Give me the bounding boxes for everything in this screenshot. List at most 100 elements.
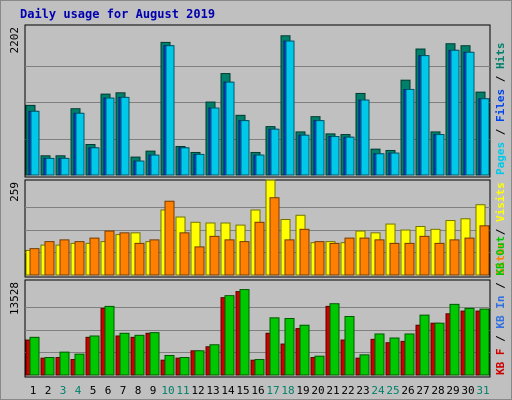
x-tick-label: 26 (401, 384, 414, 397)
bar-sites (284, 239, 295, 276)
bar-sites (419, 235, 430, 276)
bar-kb-out (344, 315, 355, 376)
bar-pages (375, 153, 385, 176)
bar-sites (359, 237, 370, 276)
x-tick-label: 9 (150, 384, 157, 397)
bar-pages (450, 49, 460, 176)
bar-pages (360, 99, 370, 176)
x-tick-label: 19 (296, 384, 309, 397)
legend-separator: / (494, 222, 507, 242)
bar-sites (404, 242, 415, 276)
legend-entry: Hits (494, 43, 507, 70)
bar-kb-out (254, 359, 265, 376)
bar-pages (315, 120, 325, 176)
bar-kb-out (389, 337, 400, 376)
x-tick-label: 5 (90, 384, 97, 397)
bar-sites (374, 239, 385, 276)
bar-pages (405, 88, 415, 176)
bar-kb-out (224, 295, 235, 376)
bar-pages (420, 55, 430, 176)
bar-kb-out (479, 308, 490, 376)
x-tick-label: 6 (105, 384, 112, 397)
panel-legend: Pages / Files / Hits (494, 43, 507, 176)
x-tick-label: 28 (431, 384, 444, 397)
bar-kb-out (449, 303, 460, 376)
bar-pages (30, 110, 40, 176)
x-tick-label: 10 (161, 384, 174, 397)
panel-pages-files-hits: 2202 Pages / Files / Hits (8, 24, 507, 178)
bar-kb-out (59, 351, 70, 376)
bar-sites (44, 241, 55, 276)
bar-sites (344, 237, 355, 276)
bar-kb-out (464, 307, 475, 376)
x-tick-label: 14 (221, 384, 235, 397)
bar-kb-out (419, 314, 430, 376)
x-axis-day-labels: 1 2 3 4 5 6 7 8 9 10 11 12 13 14 15 16 17 18 19 20 21 22 23 24 2… (30, 384, 490, 397)
bar-kb-out (239, 289, 250, 376)
x-tick-label: 22 (341, 384, 354, 397)
bar-sites (239, 241, 250, 276)
bar-pages (390, 152, 400, 176)
x-tick-label: 29 (446, 384, 459, 397)
bar-kb-out (29, 336, 40, 376)
bar-sites (59, 239, 70, 276)
bar-pages (435, 134, 445, 176)
bar-sites (254, 221, 265, 276)
bar-pages (165, 45, 175, 176)
bar-sites (179, 232, 190, 276)
bar-sites (74, 241, 85, 276)
x-tick-label: 21 (326, 384, 339, 397)
bar-pages (60, 157, 70, 176)
bar-sites (134, 242, 145, 276)
x-tick-label: 24 (371, 384, 385, 397)
bar-kb-out (149, 332, 160, 376)
legend-entry: Visits (494, 182, 507, 222)
legend-separator: / (494, 329, 507, 349)
y-max-label: 13528 (8, 282, 21, 315)
x-tick-label: 31 (476, 384, 489, 397)
bar-kb-out (104, 305, 115, 376)
bar-pages (465, 51, 475, 176)
bar-pages (105, 97, 115, 176)
bar-sites (434, 242, 445, 276)
bar-pages (270, 128, 280, 176)
bar-kb-out (299, 324, 310, 376)
bar-pages (300, 134, 310, 176)
panel-legend: Sites / Visits (494, 182, 507, 275)
bar-pages (330, 136, 340, 176)
legend-entry: KB In (494, 296, 507, 329)
legend-entry: KB F (494, 349, 507, 376)
bar-pages (345, 136, 355, 176)
legend-entry: Pages (494, 142, 507, 175)
bar-pages (195, 153, 205, 176)
bar-kb-out (89, 335, 100, 376)
bar-kb-out (434, 322, 445, 376)
bar-sites (329, 242, 340, 276)
legend-separator: / (494, 122, 507, 142)
bar-kb-out (194, 350, 205, 376)
bar-sites (479, 225, 490, 276)
legend-entry: KB Out (494, 236, 507, 276)
x-tick-label: 12 (191, 384, 204, 397)
y-max-label: 259 (8, 182, 21, 202)
x-tick-label: 2 (45, 384, 52, 397)
bar-pages (180, 147, 190, 176)
bar-pages (210, 107, 220, 176)
legend-separator: / (494, 69, 507, 89)
bar-sites (224, 239, 235, 276)
bar-sites (299, 228, 310, 276)
x-tick-label: 27 (416, 384, 429, 397)
panel-legend: KB F / KB In / KB Out (494, 236, 507, 375)
bar-sites (209, 235, 220, 276)
bar-sites (119, 232, 130, 276)
bar-sites (389, 242, 400, 276)
bar-sites (149, 239, 160, 276)
x-tick-label: 8 (135, 384, 142, 397)
bar-pages (240, 120, 250, 176)
bar-pages (480, 98, 490, 176)
x-tick-label: 15 (236, 384, 249, 397)
y-max-label: 2202 (8, 27, 21, 54)
bar-kb-out (359, 354, 370, 376)
bar-kb-out (404, 333, 415, 376)
bar-pages (90, 147, 100, 176)
